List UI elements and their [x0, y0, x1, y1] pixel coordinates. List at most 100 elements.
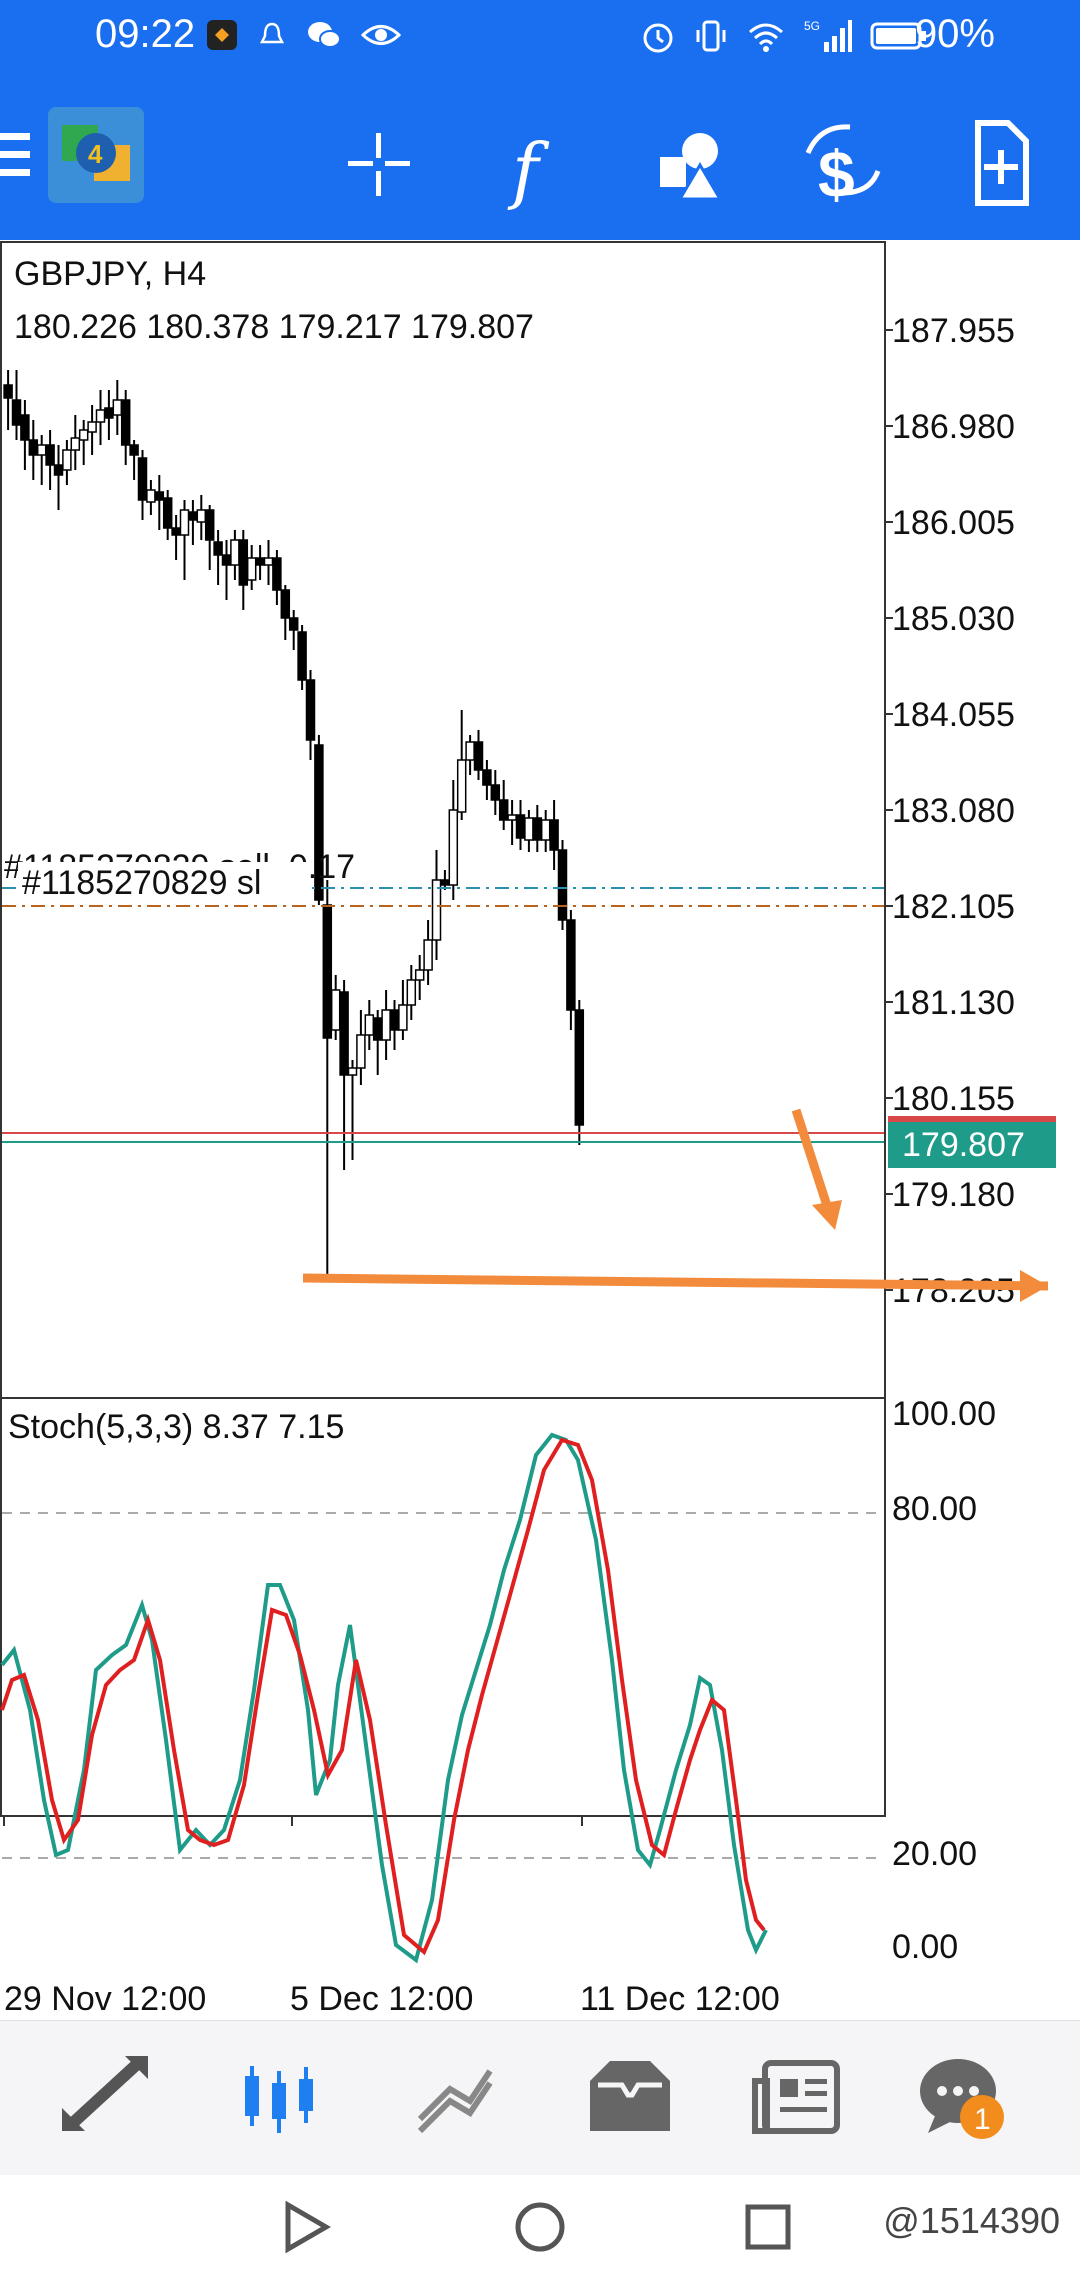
status-bar: 09:22 5G 90% — [0, 0, 1080, 75]
time-axis-label: 11 Dec 12:00 — [580, 1980, 780, 2018]
candle-body — [162, 497, 173, 529]
news-icon[interactable] — [752, 2060, 840, 2134]
trade-icon[interactable] — [417, 2069, 493, 2134]
price-scale-label: 187.955 — [892, 312, 1015, 350]
support-arrowhead — [1020, 1270, 1048, 1302]
candle-body — [339, 991, 349, 1076]
app-notification-icon — [207, 20, 237, 50]
time-axis-label: 5 Dec 12:00 — [290, 1980, 473, 2018]
candle-body — [230, 539, 240, 566]
indicators-icon[interactable]: f — [507, 128, 550, 212]
svg-text:5G: 5G — [804, 19, 820, 33]
candle-body — [11, 399, 22, 426]
candle-body — [196, 509, 207, 523]
app-logo[interactable]: 4 — [48, 107, 144, 203]
history-icon[interactable] — [590, 2061, 670, 2131]
candle-body — [423, 939, 433, 971]
price-scale-label: 185.030 — [892, 600, 1015, 638]
price-scale: 187.955 186.980 186.005 185.030 184.055 183.0… — [885, 312, 1015, 1310]
sl-label-bg — [18, 862, 308, 900]
ohlc-values: 180.226 180.378 179.217 179.807 — [14, 308, 534, 346]
candle-body — [62, 449, 72, 471]
objects-icon[interactable] — [660, 133, 723, 201]
candle-body — [574, 1009, 585, 1126]
chart-area[interactable]: #1185270829 sell, 0.17 #1185270829 sl GB… — [0, 240, 1080, 2020]
candle-body — [297, 631, 307, 681]
candle-body — [372, 1017, 383, 1041]
battery-percent: 90% — [914, 12, 995, 56]
candle-body — [146, 489, 156, 503]
back-icon[interactable] — [285, 2200, 331, 2254]
candle-body — [95, 409, 106, 423]
current-price-tag — [888, 1120, 1056, 1168]
candle-body — [213, 541, 223, 556]
candle-body — [305, 679, 316, 741]
candle-body — [347, 1067, 358, 1076]
candle-body — [36, 444, 47, 456]
candle-body — [280, 589, 291, 619]
indicator-frame — [0, 1397, 886, 1817]
candle-body — [389, 1009, 400, 1031]
alarm-icon — [643, 23, 673, 53]
wechat-icon — [308, 22, 341, 48]
candle-body — [137, 457, 148, 501]
candle-body — [473, 741, 484, 771]
price-scale-label: 186.005 — [892, 504, 1015, 542]
price-scale-label: 180.155 — [892, 1080, 1015, 1118]
menu-icon[interactable] — [0, 133, 30, 176]
system-navigation — [0, 2175, 1080, 2280]
price-scale-label: 184.055 — [892, 696, 1015, 734]
stochastic-levels: 100.00 80.00 20.00 0.00 — [892, 1395, 996, 1966]
candle-body — [381, 1009, 391, 1041]
candle-body — [221, 554, 232, 566]
candle-body — [322, 904, 333, 1039]
main-chart-frame — [0, 241, 886, 1399]
candle-body — [288, 617, 299, 631]
candle-body — [129, 444, 139, 456]
candle-body — [507, 814, 517, 821]
recents-icon[interactable] — [745, 2204, 791, 2250]
candle-body — [20, 414, 30, 441]
system-status-icons: 5G — [640, 18, 928, 54]
candle-body — [414, 969, 425, 981]
home-icon[interactable] — [515, 2202, 565, 2252]
candle-body — [398, 1004, 408, 1031]
price-scale-label: 183.080 — [892, 792, 1015, 830]
candle-body — [490, 784, 501, 801]
new-order-icon[interactable] — [975, 120, 1029, 206]
symbol-timeframe: GBPJPY, H4 — [14, 255, 206, 293]
candle-body — [263, 557, 274, 566]
candle-body — [549, 819, 559, 851]
price-chart[interactable]: #1185270829 sell, 0.17 #1185270829 sl GB… — [0, 240, 1080, 2020]
crosshair-icon[interactable] — [348, 133, 410, 196]
candle-body — [524, 817, 534, 841]
candle-body — [87, 421, 97, 433]
candle-body — [255, 557, 265, 566]
wifi-icon — [749, 23, 783, 52]
candle-body — [238, 539, 249, 586]
time-axis-label: 29 Nov 12:00 — [4, 1980, 206, 2018]
candle-body — [440, 879, 450, 886]
candle-body — [532, 817, 543, 841]
candle-body — [515, 814, 526, 839]
watermark: @1514390 — [883, 2200, 1060, 2241]
messages-badge — [960, 2095, 1004, 2139]
candle-body — [188, 511, 198, 521]
system-nav-icons — [285, 2200, 791, 2254]
price-scale-label: 178.205 — [892, 1272, 1015, 1310]
candle-body — [540, 819, 551, 841]
candle-body — [45, 444, 55, 466]
chart-icon[interactable] — [245, 2066, 313, 2133]
bottom-navigation: 1 — [0, 2020, 1080, 2176]
eye-icon — [361, 25, 401, 45]
quotes-icon[interactable] — [62, 2056, 148, 2131]
signal-icon: 5G — [804, 19, 852, 52]
toolbar-icons: 4 f $ — [0, 107, 1029, 212]
price-scale-label: 186.980 — [892, 408, 1015, 446]
messages-icon[interactable] — [920, 2059, 1004, 2139]
svg-text:$: $ — [818, 137, 855, 211]
trade-icon[interactable]: $ — [805, 124, 881, 211]
candle-body — [456, 759, 467, 813]
candle-body — [3, 384, 13, 399]
candle-body — [330, 989, 341, 1031]
